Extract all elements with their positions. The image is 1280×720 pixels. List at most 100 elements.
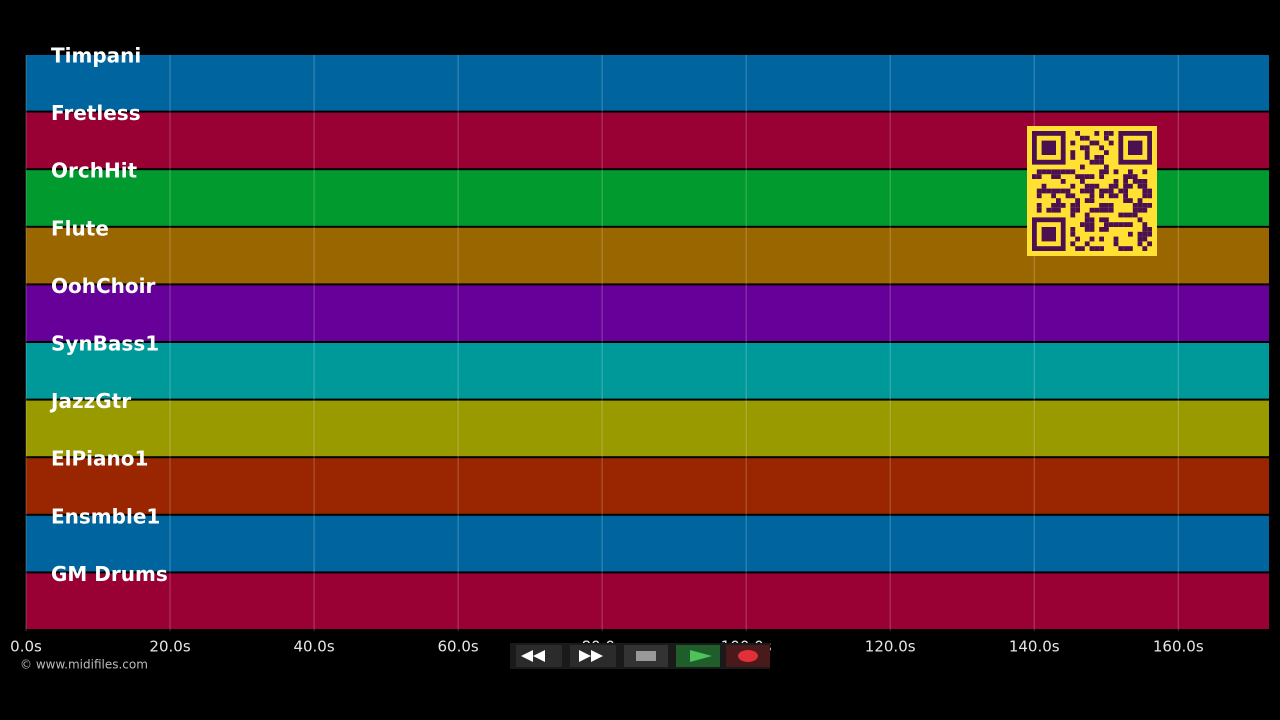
qr-module	[1099, 207, 1104, 213]
qr-module	[1084, 188, 1090, 194]
qr-module	[1142, 203, 1148, 208]
qr-module	[1118, 212, 1124, 218]
qr-module	[1137, 236, 1143, 242]
qr-module	[1099, 236, 1104, 242]
qr-module	[1080, 145, 1085, 151]
qr-module	[1137, 217, 1143, 223]
qr-module	[1099, 203, 1104, 208]
tick-label: 120.0s	[865, 638, 916, 656]
qr-module	[1099, 193, 1104, 199]
qr-module	[1123, 174, 1128, 179]
qr-module	[1104, 203, 1109, 208]
tick-label: 20.0s	[149, 638, 190, 656]
qr-module	[1051, 169, 1056, 175]
qr-module	[1075, 131, 1080, 136]
play-button[interactable]	[676, 645, 720, 667]
qr-module	[1056, 198, 1061, 203]
qr-module	[1108, 183, 1114, 189]
track-name: Flute	[51, 216, 109, 240]
qr-module	[1041, 183, 1047, 189]
qr-module	[1060, 179, 1066, 184]
qr-finder	[1041, 227, 1056, 242]
qr-module	[1108, 193, 1114, 199]
qr-module	[1108, 203, 1114, 208]
track-name: GM Drums	[51, 562, 168, 586]
qr-module	[1123, 179, 1128, 184]
stop-button[interactable]	[624, 645, 668, 667]
qr-module	[1036, 188, 1042, 194]
qr-module	[1084, 212, 1090, 218]
qr-module	[1104, 169, 1109, 175]
qr-module	[1084, 183, 1090, 189]
qr-module	[1094, 207, 1100, 213]
track-row	[26, 458, 1269, 514]
qr-module	[1123, 222, 1128, 227]
qr-module	[1080, 164, 1085, 170]
qr-module	[1084, 241, 1090, 247]
qr-module	[1128, 183, 1133, 189]
qr-module	[1084, 227, 1090, 232]
qr-finder	[1041, 140, 1056, 155]
qr-module	[1104, 207, 1109, 213]
qr-module	[1070, 207, 1076, 213]
qr-module	[1089, 246, 1095, 251]
qr-module	[1075, 203, 1080, 208]
qr-module	[1128, 174, 1133, 179]
qr-module	[1128, 198, 1133, 203]
qr-module	[1089, 222, 1095, 227]
track-name: OohChoir	[51, 274, 155, 298]
fast-forward-button[interactable]	[570, 645, 616, 667]
qr-module	[1070, 183, 1076, 189]
qr-module	[1094, 131, 1100, 136]
qr-module	[1099, 145, 1104, 151]
qr-module	[1041, 188, 1047, 194]
qr-module	[1084, 155, 1090, 160]
qr-module	[1070, 193, 1076, 199]
qr-module	[1128, 169, 1133, 175]
qr-module	[1108, 131, 1114, 136]
qr-module	[1128, 222, 1133, 227]
qr-module	[1113, 193, 1119, 199]
qr-module	[1142, 193, 1148, 199]
qr-module	[1137, 203, 1143, 208]
qr-module	[1147, 241, 1152, 247]
qr-module	[1046, 169, 1052, 175]
qr-module	[1094, 159, 1100, 165]
qr-module	[1099, 227, 1104, 232]
qr-module	[1089, 174, 1095, 179]
qr-module	[1070, 203, 1076, 208]
qr-module	[1137, 231, 1143, 237]
track-name: Timpani	[51, 44, 141, 68]
qr-module	[1070, 155, 1076, 160]
qr-module	[1084, 217, 1090, 223]
qr-module	[1132, 207, 1138, 213]
track-row	[26, 573, 1269, 629]
qr-module	[1142, 222, 1148, 227]
qr-module	[1032, 174, 1037, 179]
qr-module	[1065, 188, 1071, 194]
qr-module	[1070, 227, 1076, 232]
transport-controls	[510, 643, 770, 669]
record-button[interactable]	[726, 645, 770, 667]
qr-module	[1051, 174, 1056, 179]
qr-module	[1036, 169, 1042, 175]
qr-code	[1027, 126, 1157, 256]
qr-module	[1056, 174, 1061, 179]
rewind-button[interactable]	[516, 645, 562, 667]
qr-module	[1075, 174, 1080, 179]
track-name: Ensmble1	[51, 504, 160, 528]
qr-module	[1104, 135, 1109, 141]
qr-module	[1113, 183, 1119, 189]
track-name: ElPiano1	[51, 447, 148, 471]
qr-module	[1123, 246, 1128, 251]
qr-module	[1137, 241, 1143, 247]
track-row	[26, 285, 1269, 341]
qr-module	[1084, 135, 1090, 141]
qr-module	[1128, 246, 1133, 251]
qr-module	[1113, 169, 1119, 175]
qr-module	[1056, 207, 1061, 213]
qr-module	[1080, 246, 1085, 251]
track-name: Fretless	[51, 101, 141, 125]
tick-label: 140.0s	[1009, 638, 1060, 656]
qr-module	[1142, 231, 1148, 237]
